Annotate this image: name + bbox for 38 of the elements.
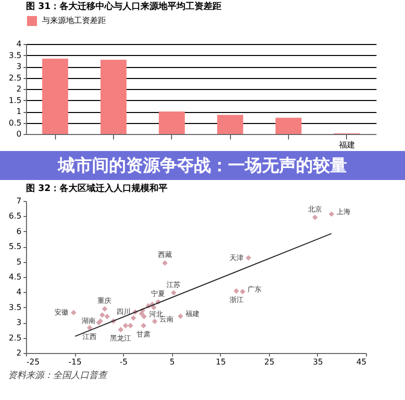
y-tick-label: 4.5 bbox=[8, 272, 22, 282]
y-tick-label: 2 bbox=[16, 348, 22, 358]
x-tick-label: -5 bbox=[120, 358, 128, 366]
legend-label: 与来源地工资差距 bbox=[42, 16, 106, 25]
y-tick-label: 6 bbox=[16, 226, 22, 236]
y-tick-label: 0.5 bbox=[8, 118, 22, 128]
text: 城市间的资源争夺战：一场无声的较量 bbox=[0, 151, 405, 180]
y-tick-label: 5 bbox=[16, 257, 22, 266]
y-tick-label: 2.5 bbox=[8, 73, 22, 82]
y-tick-label: 0 bbox=[16, 130, 22, 138]
x-tick-label: -25 bbox=[26, 358, 40, 366]
x-tick-label: 15 bbox=[216, 358, 226, 366]
bar bbox=[100, 60, 126, 134]
x-tick-label: 35 bbox=[312, 358, 324, 366]
chart-title: 图 32：各大区域迁入人口规模和平 bbox=[26, 183, 168, 194]
y-tick-label: 4 bbox=[16, 40, 22, 48]
x-tick-label: -15 bbox=[68, 358, 82, 366]
y-tick-label: 5.5 bbox=[8, 242, 22, 252]
chart-title: 图 31：各大迁移中心与人口来源地平均工资差距 bbox=[26, 1, 222, 12]
bar bbox=[42, 58, 68, 134]
y-tick-label: 3 bbox=[16, 62, 22, 71]
text: 资料来源：全国人口普查 bbox=[7, 369, 109, 383]
y-tick-label: 1 bbox=[16, 107, 22, 116]
bar bbox=[276, 118, 302, 134]
x-tick-label: 5 bbox=[170, 358, 175, 366]
x-tick-label: 45 bbox=[356, 358, 366, 366]
y-tick-label: 2 bbox=[16, 84, 22, 94]
y-tick-label: 3.5 bbox=[8, 50, 22, 60]
y-tick-label: 6.5 bbox=[8, 212, 22, 221]
y-tick-label: 2.5 bbox=[8, 333, 22, 342]
y-tick-label: 3.5 bbox=[8, 302, 22, 312]
bar bbox=[217, 114, 244, 134]
x-tick-label: 25 bbox=[264, 358, 274, 366]
y-tick-label: 3 bbox=[16, 318, 22, 328]
y-tick-label: 4 bbox=[16, 288, 22, 297]
y-tick-label: 7 bbox=[16, 196, 22, 206]
bar bbox=[158, 112, 185, 134]
y-tick-label: 1.5 bbox=[8, 96, 22, 105]
